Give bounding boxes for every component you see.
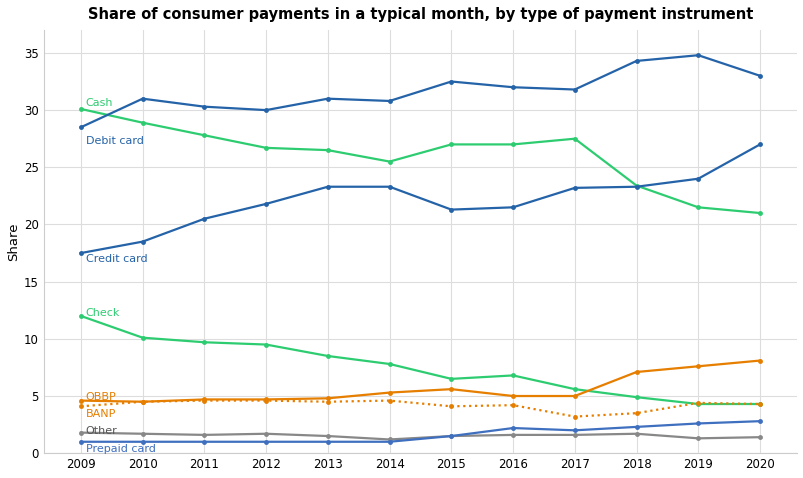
Text: Prepaid card: Prepaid card — [86, 444, 156, 454]
Text: Check: Check — [86, 307, 120, 317]
Text: BANP: BANP — [86, 409, 116, 419]
Title: Share of consumer payments in a typical month, by type of payment instrument: Share of consumer payments in a typical … — [88, 7, 752, 22]
Text: Debit card: Debit card — [86, 136, 144, 146]
Y-axis label: Share: Share — [7, 222, 20, 261]
Text: Credit card: Credit card — [86, 254, 147, 264]
Text: Cash: Cash — [86, 98, 113, 108]
Text: OBBP: OBBP — [86, 391, 116, 402]
Text: Other: Other — [86, 426, 117, 436]
